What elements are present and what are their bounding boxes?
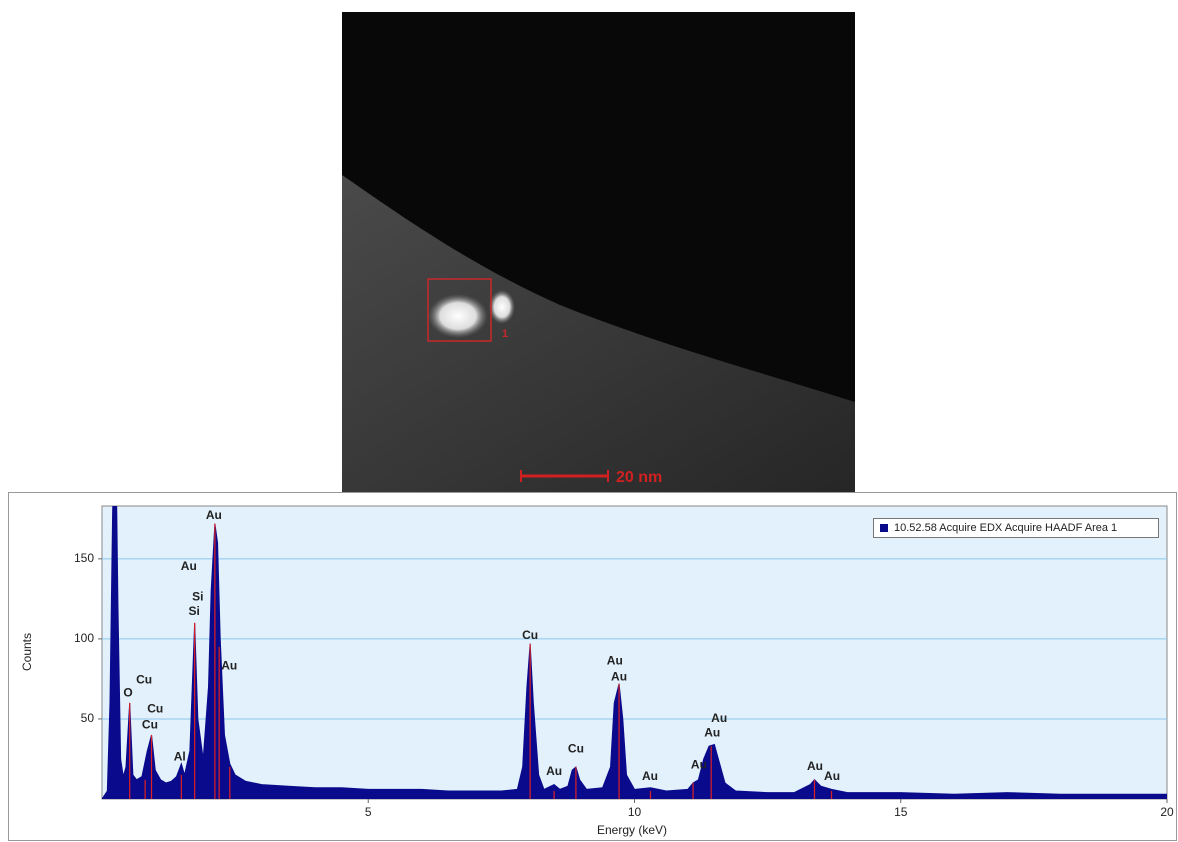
peak-label: Au [642, 769, 658, 783]
micrograph: 1 20 nm [342, 12, 855, 492]
peak-label: Cu [136, 673, 152, 687]
series-group [102, 506, 1167, 799]
x-axis-label: Energy (keV) [597, 823, 667, 837]
y-tick-label: 100 [74, 631, 94, 645]
peak-label: Au [206, 508, 222, 522]
plot-area [101, 505, 1168, 800]
peak-label: Cu [522, 628, 538, 642]
peak-label: Au [691, 758, 707, 772]
peak-label: Au [546, 764, 562, 778]
peak-label: Au [807, 759, 823, 773]
x-tick-label: 10 [628, 805, 642, 819]
particle [489, 290, 515, 324]
substrate [342, 175, 855, 492]
legend-box [873, 518, 1159, 538]
x-tick-label: 5 [365, 805, 372, 819]
y-tick-label: 150 [74, 551, 94, 565]
peak-label: Au [607, 653, 623, 667]
peak-label: Cu [142, 718, 158, 732]
peak-label: Au [824, 769, 840, 783]
peak-label: Au [221, 658, 237, 672]
peak-label: O [123, 685, 132, 699]
peak-label: Au [704, 726, 720, 740]
area-box [427, 278, 492, 342]
peak-label: Si [192, 589, 203, 603]
legend-swatch [880, 524, 888, 532]
x-tick-label: 20 [1160, 805, 1174, 819]
peak-label: Al [174, 750, 186, 764]
legend: 10.52.58 Acquire EDX Acquire HAADF Area … [873, 518, 1159, 538]
scale-bar-label: 20 nm [616, 469, 662, 486]
y-axis-label: Counts [20, 633, 34, 671]
peak-label: Au [611, 669, 627, 683]
legend-label: 10.52.58 Acquire EDX Acquire HAADF Area … [894, 522, 1117, 534]
peak-label: Cu [568, 742, 584, 756]
area-label: 1 [502, 328, 508, 340]
spectrum-area [102, 506, 1167, 799]
x-tick-label: 15 [894, 805, 908, 819]
peak-label: Au [711, 711, 727, 725]
peak-label: Si [188, 604, 199, 618]
peak-label: Au [181, 559, 197, 573]
y-tick-label: 50 [81, 711, 95, 725]
particle [428, 294, 488, 338]
peak-label: Cu [147, 702, 163, 716]
